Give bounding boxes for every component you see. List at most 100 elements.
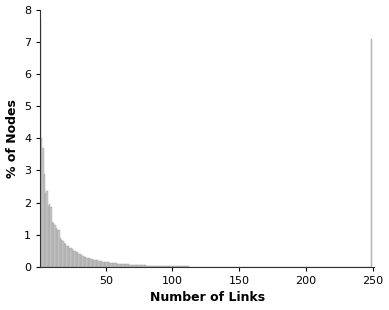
Bar [135,265,136,267]
Bar [186,266,188,267]
Bar [97,260,98,267]
Bar [156,266,157,267]
Bar [161,266,163,267]
Bar [82,256,84,267]
Bar [50,207,52,267]
Bar [47,206,49,267]
Bar [106,262,108,267]
Bar [163,266,164,267]
Bar [69,248,70,267]
Bar [64,243,65,267]
Bar [74,251,75,267]
Bar [77,252,78,267]
Bar [120,264,121,267]
Bar [117,264,118,267]
Bar [109,263,110,267]
Bar [54,225,56,267]
Bar [72,249,73,267]
Bar [164,266,165,267]
Bar [57,230,58,267]
Bar [61,240,62,267]
Bar [188,266,189,267]
Bar [110,263,112,267]
Bar [75,252,77,267]
Bar [44,174,45,267]
Bar [136,265,137,267]
Bar [170,266,172,267]
Bar [56,228,57,267]
Bar [81,255,82,267]
Bar [179,266,180,267]
Bar [53,224,54,267]
Bar [90,259,92,267]
Bar [80,254,81,267]
Bar [89,258,90,267]
Bar [165,266,166,267]
Bar [154,266,156,267]
Bar [98,261,100,267]
Bar [151,266,152,267]
Bar [177,266,179,267]
Bar [88,258,89,267]
Bar [60,238,61,267]
Bar [145,265,146,267]
Bar [41,138,42,267]
Bar [45,193,46,267]
Bar [130,265,132,267]
Bar [70,248,72,267]
Bar [182,266,184,267]
Bar [132,265,133,267]
Bar [96,260,97,267]
Bar [104,262,105,267]
Bar [112,263,113,267]
X-axis label: Number of Links: Number of Links [150,291,265,304]
Bar [146,266,148,267]
Bar [176,266,177,267]
Bar [92,259,93,267]
Bar [141,265,142,267]
Bar [129,265,130,267]
Bar [140,265,141,267]
Bar [144,265,145,267]
Bar [138,265,140,267]
Bar [65,244,66,267]
Bar [73,251,74,267]
Bar [101,261,102,267]
Bar [58,230,60,267]
Bar [116,263,117,267]
Bar [166,266,168,267]
Bar [100,261,101,267]
Bar [49,204,50,267]
Bar [62,241,64,267]
Bar [84,257,85,267]
Bar [95,260,96,267]
Bar [40,19,41,267]
Bar [121,264,123,267]
Bar [152,266,153,267]
Bar [184,266,185,267]
Bar [153,266,154,267]
Bar [128,264,129,267]
Bar [181,266,182,267]
Bar [123,264,124,267]
Bar [133,265,135,267]
Bar [172,266,173,267]
Bar [68,246,69,267]
Bar [137,265,138,267]
Bar [148,266,149,267]
Bar [142,265,144,267]
Bar [52,222,53,267]
Bar [371,38,372,267]
Bar [93,260,95,267]
Bar [102,262,104,267]
Bar [46,191,47,267]
Bar [185,266,186,267]
Bar [66,246,68,267]
Bar [85,257,86,267]
Bar [158,266,160,267]
Bar [169,266,170,267]
Bar [180,266,181,267]
Bar [173,266,174,267]
Bar [126,264,128,267]
Y-axis label: % of Nodes: % of Nodes [5,99,19,178]
